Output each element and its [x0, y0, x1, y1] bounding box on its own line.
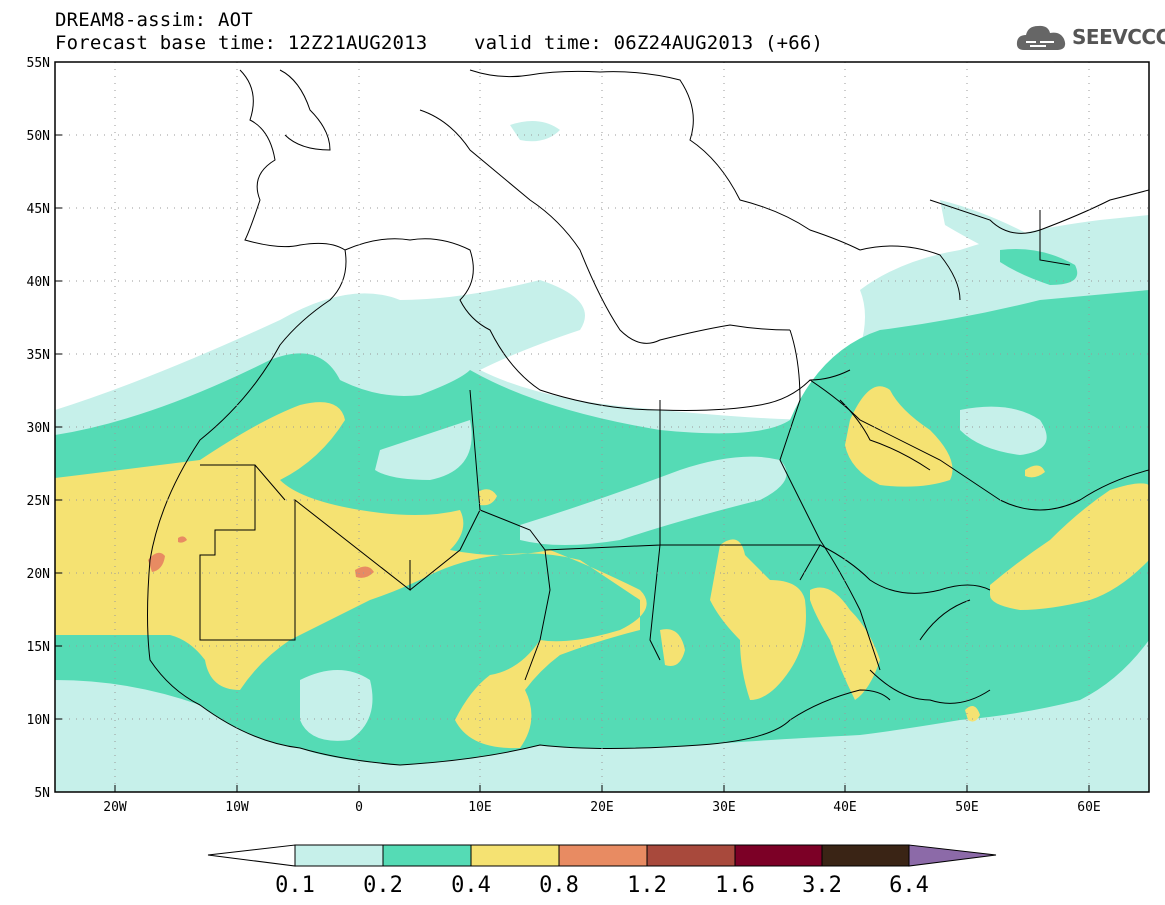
lat-label: 35N: [27, 348, 50, 363]
aot-band-0.8-coast: [148, 552, 165, 572]
aot-band-0.4-arabia: [845, 386, 953, 487]
colorbar-swatch-1: [294, 844, 384, 867]
lon-label: 20W: [103, 800, 127, 815]
aot-band-0.1-hole-arabia: [960, 406, 1047, 455]
lat-label: 55N: [27, 56, 50, 71]
lat-label: 50N: [27, 129, 50, 144]
cloud-icon: [1016, 25, 1066, 50]
lat-label: 10N: [27, 713, 50, 728]
lat-labels: 55N 50N 45N 40N 35N 30N 25N 20N 15N 10N …: [27, 56, 50, 801]
colorbar-swatch-6: [734, 844, 823, 867]
axis-ticks: [55, 61, 1090, 793]
lon-label: 0: [355, 800, 363, 815]
lat-label: 25N: [27, 494, 50, 509]
seevccc-logo: SEEVCCC: [1016, 22, 1165, 52]
lon-label: 10W: [225, 800, 249, 815]
colorbar-labels: 0.1 0.2 0.4 0.8 1.2 1.6 3.2 6.4: [275, 873, 929, 898]
lat-label: 30N: [27, 421, 50, 436]
colorbar-swatch-8: [908, 844, 997, 867]
colorbar-label: 0.4: [451, 873, 491, 898]
aot-band-0.4-libya-dot: [478, 489, 497, 506]
lat-label: 45N: [27, 202, 50, 217]
aot-band-0.1-hole-libya: [520, 456, 787, 545]
aot-band-0.4-chad: [660, 629, 685, 666]
lon-label: 60E: [1077, 800, 1100, 815]
logo-text: SEEVCCC: [1072, 25, 1165, 49]
lat-label: 40N: [27, 275, 50, 290]
lat-label: 5N: [34, 786, 50, 801]
colorbar-swatch-0: [207, 844, 296, 867]
aot-band-0.4-gulf-dot: [1025, 465, 1045, 478]
colorbar-swatch-7: [821, 844, 910, 867]
colorbar-label: 6.4: [889, 873, 929, 898]
aot-band-0.1-hole-wafrica: [300, 670, 373, 741]
aot-band-0.8-maur: [178, 536, 187, 543]
aot-band-0.4-west: [55, 402, 647, 749]
lat-label: 20N: [27, 567, 50, 582]
colorbar-swatch-2: [382, 844, 472, 867]
colorbar-label: 0.1: [275, 873, 315, 898]
lon-labels: 20W 10W 0 10E 20E 30E 40E 50E 60E: [103, 800, 1100, 815]
map-subtitle: Forecast base time: 12Z21AUG2013 valid t…: [55, 32, 824, 54]
colorbar-label: 0.8: [539, 873, 579, 898]
colorbar-label: 0.2: [363, 873, 403, 898]
lon-label: 50E: [955, 800, 978, 815]
aot-band-0.2-caspian: [1000, 249, 1078, 285]
map-title: DREAM8-assim: AOT: [55, 9, 253, 31]
lon-label: 10E: [468, 800, 491, 815]
map-grid: [55, 62, 1149, 792]
colorbar-swatch-3: [470, 844, 560, 867]
lon-label: 20E: [590, 800, 613, 815]
aot-band-0.4-oman: [990, 483, 1149, 610]
aot-band-0.4-yemen-dot: [965, 706, 980, 722]
aot-band-0.1-hole-sahara: [375, 420, 472, 480]
lat-label: 15N: [27, 640, 50, 655]
colorbar-swatch-4: [558, 844, 648, 867]
colorbar-swatch-5: [646, 844, 736, 867]
country-borders: [199, 210, 1071, 681]
colorbar-label: 1.6: [715, 873, 755, 898]
lon-label: 30E: [712, 800, 735, 815]
colorbar-label: 1.2: [627, 873, 667, 898]
lon-label: 40E: [833, 800, 856, 815]
colorbar-label: 3.2: [802, 873, 842, 898]
aot-band-0.1-small: [510, 121, 560, 142]
aot-band-0.8-mali: [355, 566, 374, 578]
aot-band-0.4-sudan: [710, 539, 806, 700]
colorbar: [207, 844, 997, 867]
aot-band-0.1-north: [940, 200, 1090, 269]
